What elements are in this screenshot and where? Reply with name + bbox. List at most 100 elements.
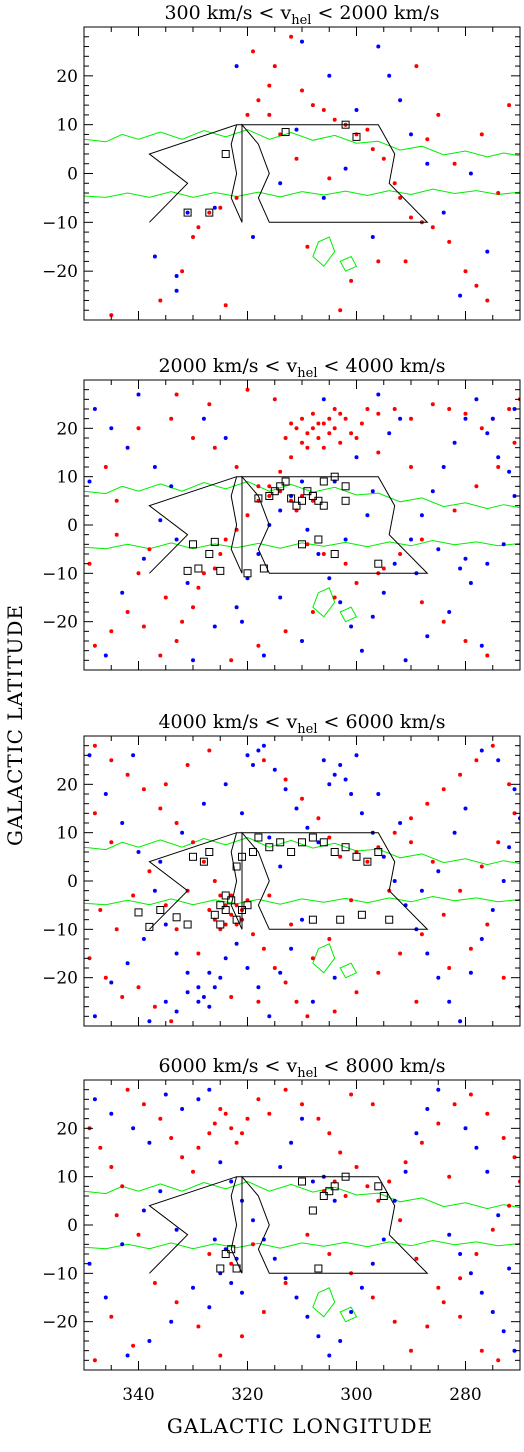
galaxy-red-point: [376, 259, 381, 264]
y-tick-label: 0: [67, 165, 78, 185]
galaxy-blue-point: [283, 1276, 288, 1281]
galaxy-red-point: [409, 1348, 413, 1353]
galaxy-blue-point: [398, 98, 403, 103]
galaxy-red-point: [392, 830, 397, 835]
galaxy-red-point: [316, 421, 321, 426]
galaxy-blue-point: [376, 792, 381, 796]
panel-title-subscript: hel: [291, 13, 311, 28]
galaxy-red-point: [114, 532, 119, 537]
galaxy-blue-point: [196, 1097, 201, 1102]
galaxy-blue-point: [458, 1252, 463, 1256]
survey-detection-box: [259, 564, 268, 573]
hi-contour-blob: [339, 255, 358, 272]
galaxy-red-point: [354, 1165, 359, 1169]
galaxy-blue-point: [229, 1179, 234, 1184]
galaxy-red-point: [289, 922, 294, 927]
galaxy-red-point: [398, 195, 403, 200]
galaxy-blue-point: [278, 864, 283, 869]
galaxy-red-point: [120, 1184, 125, 1189]
galaxy-red-point: [163, 903, 168, 908]
galaxy-red-point: [256, 98, 261, 103]
galaxy-blue-point: [343, 537, 348, 542]
survey-detection-box: [183, 920, 192, 929]
survey-detection-box: [254, 833, 263, 842]
galaxy-red-point: [267, 494, 272, 498]
galaxy-red-point: [343, 561, 348, 566]
galaxy-blue-point: [338, 763, 343, 767]
y-tick-label: 10: [56, 1168, 78, 1188]
survey-detection-box: [298, 838, 306, 847]
galaxy-red-point: [92, 811, 97, 816]
galaxy-red-point: [256, 1097, 261, 1102]
galaxy-red-point: [392, 181, 397, 186]
galaxy-blue-point: [354, 108, 359, 112]
galaxy-red-point: [441, 619, 446, 624]
galaxy-red-point: [294, 999, 299, 1004]
y-tick-label: 20: [56, 1119, 78, 1139]
survey-detection-box: [385, 915, 394, 924]
plot-area: [84, 387, 520, 663]
survey-detection-box: [303, 487, 312, 496]
galaxy-blue-point: [223, 782, 228, 787]
galaxy-blue-point: [501, 1329, 506, 1334]
galaxy-red-point: [338, 308, 343, 313]
galaxy-red-point: [283, 436, 288, 440]
panel-title-right: < 2000 km/s: [311, 2, 439, 24]
galaxy-red-point: [158, 298, 163, 303]
survey-outline: [148, 831, 429, 930]
panel-title-right: < 6000 km/s: [317, 711, 445, 733]
y-tick-label: −20: [42, 969, 78, 989]
galaxy-red-point: [321, 421, 326, 426]
galaxy-blue-point: [191, 1285, 195, 1290]
galaxy-blue-point: [125, 445, 130, 450]
galaxy-blue-point: [261, 653, 266, 658]
galaxy-red-point: [414, 64, 419, 69]
galaxy-blue-point: [447, 610, 452, 614]
galaxy-blue-point: [485, 1169, 490, 1174]
galaxy-red-point: [103, 465, 108, 469]
galaxy-red-point: [256, 643, 261, 648]
survey-detection-box: [374, 848, 383, 856]
x-tick-label: 280: [449, 1385, 481, 1405]
galaxy-blue-point: [180, 1107, 185, 1111]
galaxy-red-point: [468, 1092, 473, 1097]
galaxy-red-point: [479, 864, 484, 869]
galaxy-red-point: [147, 547, 152, 552]
galaxy-red-point: [114, 1213, 119, 1218]
galaxy-red-point: [234, 465, 239, 469]
galaxy-blue-point: [212, 985, 217, 990]
galaxy-blue-point: [278, 970, 283, 975]
galaxy-blue-point: [87, 479, 92, 484]
galaxy-red-point: [496, 191, 501, 195]
galaxy-red-point: [490, 743, 495, 748]
panel-frame: [83, 379, 521, 671]
galaxy-blue-point: [332, 1198, 337, 1203]
galaxy-red-point: [414, 999, 419, 1004]
galaxy-blue-point: [212, 205, 217, 210]
galaxy-red-point: [496, 840, 501, 845]
galaxy-blue-point: [327, 576, 332, 581]
galaxy-blue-point: [174, 1009, 179, 1014]
galaxy-blue-point: [92, 1097, 97, 1102]
galaxy-red-point: [392, 1319, 397, 1324]
survey-detection-box: [210, 910, 219, 919]
galaxy-blue-point: [512, 494, 517, 498]
galaxy-red-point: [191, 235, 195, 239]
galaxy-red-point: [409, 840, 413, 845]
survey-detection-box: [308, 915, 317, 924]
galaxy-red-point: [310, 411, 315, 416]
survey-detection-box: [287, 494, 296, 503]
galaxy-blue-point: [185, 581, 190, 585]
galaxy-red-point: [272, 397, 277, 402]
galaxy-red-point: [251, 1242, 255, 1247]
galaxy-blue-point: [300, 479, 304, 484]
galaxy-blue-point: [430, 489, 435, 494]
galaxy-red-point: [218, 205, 223, 210]
survey-detection-box: [216, 566, 225, 575]
galaxy-blue-point: [392, 879, 397, 883]
galaxy-red-point: [338, 854, 343, 859]
panel-title-left: 4000 km/s < v: [158, 711, 297, 733]
galaxy-blue-point: [196, 999, 201, 1004]
galaxy-blue-point: [349, 624, 354, 629]
